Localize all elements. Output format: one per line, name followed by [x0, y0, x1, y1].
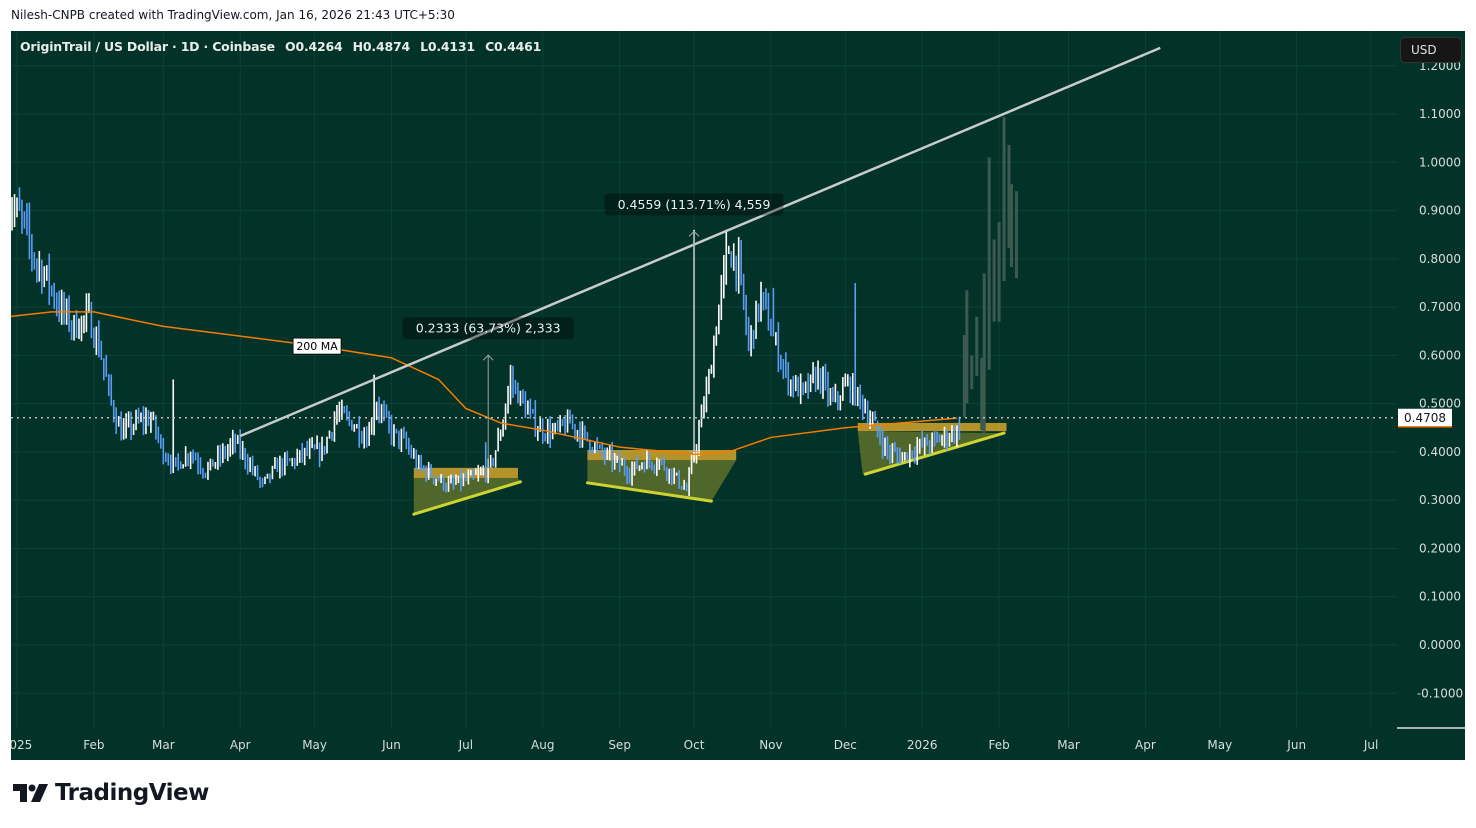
y-tick-label: 0.6000 — [1419, 348, 1461, 362]
y-tick-label: 0.3000 — [1419, 493, 1461, 507]
projection-bar — [970, 355, 974, 390]
measure-arrowhead — [482, 354, 494, 361]
y-tick-label: 0.1000 — [1419, 590, 1461, 604]
axes: 1.20001.10001.00000.90000.80000.70000.60… — [2, 59, 1465, 752]
y-tick-label: 0.8000 — [1419, 252, 1461, 266]
x-tick-label: Jul — [458, 738, 473, 752]
chart-credit: Nilesh-CNPB created with TradingView.com… — [11, 8, 455, 22]
projection-bar — [1007, 144, 1011, 249]
pattern-fill — [857, 431, 1005, 475]
x-tick-label: Jun — [381, 738, 401, 752]
y-tick-label: 0.9000 — [1419, 204, 1461, 218]
x-tick-label: 2025 — [2, 738, 33, 752]
x-tick-label: Jun — [1286, 738, 1306, 752]
y-tick-label: 0.7000 — [1419, 300, 1461, 314]
projection-bar — [975, 316, 979, 377]
y-tick-label: 1.1000 — [1419, 107, 1461, 121]
y-tick-label: -0.1000 — [1417, 686, 1463, 700]
ohlc-close: C0.4461 — [485, 39, 542, 54]
x-tick-label: Aug — [531, 738, 554, 752]
measure-label-box — [604, 193, 784, 216]
projection-bar — [982, 273, 986, 433]
ma200-label: 200 MA — [296, 340, 338, 353]
y-tick-label: 0.2000 — [1419, 541, 1461, 555]
ma200-label-box — [292, 337, 342, 355]
projection-bar — [1009, 184, 1013, 268]
x-tick-label: Nov — [759, 738, 782, 752]
projection-bar — [1002, 116, 1006, 282]
measure-arrowhead — [688, 230, 700, 237]
measure-label-box — [402, 317, 574, 340]
x-tick-label: Mar — [1057, 738, 1080, 752]
last-price-label: 0.4708 — [1404, 411, 1446, 425]
x-tick-label: Feb — [83, 738, 104, 752]
measure-label: 0.2333 (63.73%) 2,333 — [416, 321, 561, 336]
projection-bar — [992, 239, 996, 322]
x-tick-label: May — [302, 738, 327, 752]
x-tick-label: Jul — [1363, 738, 1378, 752]
plot-area: 0.2333 (63.73%) 2,333 0.4559 (113.71%) 4,… — [11, 31, 1397, 728]
support-trendline — [863, 431, 1006, 476]
y-tick-label: 1.0000 — [1419, 155, 1461, 169]
x-tick-label: Dec — [834, 738, 857, 752]
x-tick-label: Oct — [684, 738, 705, 752]
projection-bar — [997, 222, 1001, 322]
projection-bar — [987, 157, 991, 370]
x-tick-label: 2026 — [907, 738, 938, 752]
ohlc-low: L0.4131 — [420, 39, 475, 54]
y-tick-label: 0.0000 — [1419, 638, 1461, 652]
ohlc-high: H0.4874 — [352, 39, 411, 54]
support-trendline — [412, 480, 522, 516]
ohlc-open: O0.4264 — [285, 39, 343, 54]
projection-bar — [1014, 191, 1018, 279]
support-trendline — [585, 481, 713, 503]
projection-bar — [962, 335, 966, 418]
x-tick-label: Sep — [608, 738, 631, 752]
symbol-title[interactable]: OriginTrail / US Dollar · 1D · Coinbase — [20, 39, 275, 54]
measure-label: 0.4559 (113.71%) 4,559 — [618, 197, 771, 212]
y-tick-label: 0.4000 — [1419, 445, 1461, 459]
y-tick-label: 0.5000 — [1419, 397, 1461, 411]
x-tick-label: May — [1207, 738, 1232, 752]
x-tick-label: Mar — [152, 738, 175, 752]
tradingview-logo-text: TradingView — [55, 780, 209, 806]
ma200-line — [11, 311, 957, 456]
x-tick-label: Apr — [230, 738, 251, 752]
x-tick-label: Apr — [1135, 738, 1156, 752]
projection-bar — [965, 290, 969, 404]
projection-bar — [980, 357, 984, 431]
tradingview-logo[interactable]: TradingView — [13, 780, 209, 806]
symbol-legend: OriginTrail / US Dollar · 1D · Coinbase … — [20, 39, 547, 54]
last-price-badge — [1398, 408, 1452, 427]
chart-panel[interactable] — [11, 31, 1465, 760]
resistance-zone — [857, 422, 1007, 432]
resistance-zone — [587, 449, 737, 461]
x-tick-label: Feb — [988, 738, 1009, 752]
resistance-trendline — [239, 46, 1161, 438]
tradingview-logo-icon — [13, 784, 48, 802]
currency-button[interactable]: USD — [1400, 37, 1462, 63]
